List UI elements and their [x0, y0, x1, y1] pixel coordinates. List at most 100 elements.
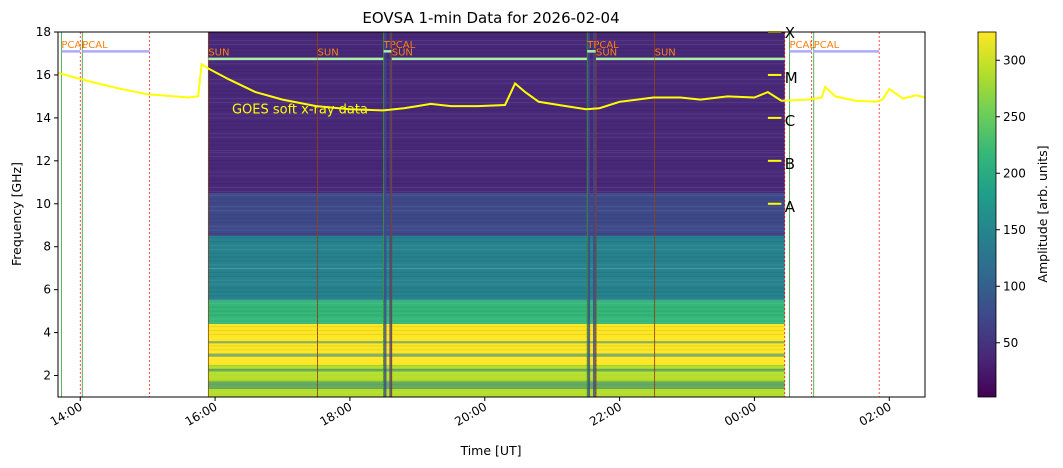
- y-tick-label: 16: [36, 68, 51, 82]
- heatmap-stripe: [208, 233, 785, 235]
- scan-label: PCAL: [82, 40, 108, 51]
- heatmap-stripe: [208, 268, 785, 270]
- heatmap-stripe: [208, 264, 785, 266]
- x-tick-label: 18:00: [317, 399, 354, 428]
- y-tick-label: 18: [36, 25, 51, 39]
- heatmap-stripe: [208, 349, 785, 351]
- heatmap-stripe: [208, 237, 785, 239]
- heatmap-band: [208, 32, 785, 151]
- scan-label: TPCAL: [383, 40, 416, 51]
- goes-class-label: C: [785, 112, 795, 130]
- colorbar-label: Amplitude [arb. units]: [1035, 145, 1050, 282]
- goes-class-label: A: [785, 198, 796, 216]
- x-tick-label: 20:00: [452, 399, 489, 428]
- heatmap-stripe: [208, 279, 785, 281]
- axes-frame: [57, 31, 926, 398]
- heatmap-stripe: [208, 121, 785, 123]
- x-tick-label: 22:00: [587, 399, 624, 428]
- scan-label: SUN: [392, 48, 413, 59]
- heatmap-stripe: [208, 372, 785, 374]
- heatmap-stripe: [208, 109, 785, 111]
- heatmap-stripe: [208, 364, 785, 366]
- heatmap-stripe: [208, 318, 785, 320]
- heatmap-stripe: [208, 167, 785, 169]
- heatmap-stripe: [208, 32, 785, 34]
- heatmap-stripe: [208, 214, 785, 216]
- x-tick-label: 02:00: [857, 399, 894, 428]
- heatmap-stripe: [208, 337, 785, 339]
- heatmap-stripe: [208, 159, 785, 161]
- heatmap-stripe: [208, 132, 785, 134]
- heatmap-band: [208, 235, 785, 269]
- heatmap-stripe: [208, 275, 785, 277]
- heatmap-stripe: [208, 36, 785, 38]
- heatmap-stripe: [208, 117, 785, 119]
- heatmap-stripe: [208, 148, 785, 150]
- heatmap-stripe: [208, 202, 785, 204]
- y-axis-label: Frequency [GHz]: [9, 162, 24, 266]
- heatmap-stripe: [208, 283, 785, 285]
- x-tick-label: 00:00: [722, 399, 759, 428]
- heatmap: [208, 32, 785, 397]
- heatmap-stripe: [208, 40, 785, 42]
- heatmap-stripe: [208, 94, 785, 96]
- scan-label: PCAL: [61, 40, 87, 51]
- heatmap-stripe: [208, 217, 785, 219]
- heatmap-dropout: [592, 32, 596, 397]
- colorbar-tick-label: 300: [1003, 53, 1026, 67]
- heatmap-stripe: [208, 179, 785, 181]
- heatmap-stripe: [208, 287, 785, 289]
- heatmap-stripe: [208, 256, 785, 258]
- heatmap-stripe: [208, 306, 785, 308]
- heatmap-stripe: [208, 221, 785, 223]
- heatmap-stripe: [208, 248, 785, 250]
- heatmap-stripe: [208, 357, 785, 359]
- heatmap-stripe: [208, 206, 785, 208]
- heatmap-stripe: [208, 86, 785, 88]
- x-axis-label: Time [UT]: [459, 443, 521, 458]
- heatmap-stripe: [208, 140, 785, 142]
- heatmap-stripe: [208, 101, 785, 103]
- heatmap-lane: [208, 341, 785, 344]
- heatmap-stripe: [208, 78, 785, 80]
- scan-label: SUN: [596, 48, 617, 59]
- heatmap-band: [208, 150, 785, 194]
- heatmap-stripe: [208, 71, 785, 73]
- heatmap-stripe: [208, 105, 785, 107]
- scan-label: TPCAL: [586, 40, 619, 51]
- heatmap-stripe: [208, 330, 785, 332]
- heatmap-stripe: [208, 74, 785, 76]
- heatmap-lane: [208, 368, 785, 372]
- heatmap-stripe: [208, 345, 785, 347]
- heatmap-stripe: [208, 113, 785, 115]
- chart-title: EOVSA 1-min Data for 2026-02-04: [362, 9, 619, 27]
- heatmap-stripe: [208, 322, 785, 324]
- scan-label: PCAL: [814, 40, 840, 51]
- heatmap-dropout: [383, 32, 387, 397]
- heatmap-stripe: [208, 244, 785, 246]
- heatmap-stripe: [208, 229, 785, 231]
- heatmap-stripe: [208, 360, 785, 362]
- heatmap-stripe: [208, 260, 785, 262]
- y-tick-label: 4: [43, 326, 51, 340]
- heatmap-stripe: [208, 55, 785, 57]
- heatmap-stripe: [208, 198, 785, 200]
- colorbar-tick-label: 250: [1003, 110, 1026, 124]
- goes-class-label: X: [785, 24, 795, 42]
- scan-label: SUN: [208, 48, 229, 59]
- heatmap-stripe: [208, 44, 785, 46]
- y-tick-label: 8: [43, 240, 51, 254]
- heatmap-stripe: [208, 302, 785, 304]
- heatmap-stripe: [208, 291, 785, 293]
- heatmap-stripe: [208, 144, 785, 146]
- heatmap-stripe: [208, 295, 785, 297]
- heatmap-stripe: [208, 67, 785, 69]
- heatmap-stripe: [208, 380, 785, 382]
- y-tick-label: 10: [36, 197, 51, 211]
- heatmap-stripe: [208, 272, 785, 274]
- heatmap-stripe: [208, 333, 785, 335]
